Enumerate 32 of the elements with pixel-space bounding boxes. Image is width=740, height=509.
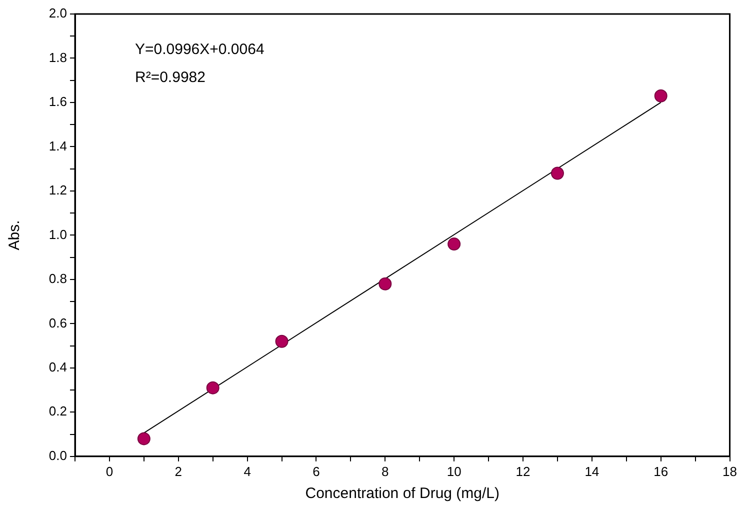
y-tick-label: 1.0 [48, 226, 67, 242]
annotation: Y=0.0996X+0.0064 [135, 41, 264, 58]
x-tick-label: 10 [446, 464, 462, 479]
y-tick-label: 0.0 [48, 448, 67, 463]
x-tick-label: 8 [382, 464, 389, 479]
point [137, 432, 150, 446]
x-tick-label: 2 [174, 464, 182, 479]
y-tick-label: 1.8 [48, 50, 67, 65]
y-tick-label: 1.4 [48, 138, 67, 154]
y-tick-label: 0.2 [48, 404, 67, 419]
y-tick-label: 0.8 [48, 271, 67, 286]
x-axis-title: Concentration of Drug (mg/L) [305, 485, 500, 502]
point [448, 238, 461, 251]
x-tick-label: 18 [722, 464, 738, 479]
x-tick-label: 12 [516, 464, 530, 479]
x-tick-label: 6 [312, 464, 320, 479]
y-tick-label: 1.6 [48, 94, 67, 110]
y-tick-label: 0.6 [48, 315, 67, 330]
x-tick-label: 4 [244, 464, 251, 479]
y-tick-label: 0.4 [48, 360, 67, 374]
y-tick-label: 1.2 [48, 182, 67, 198]
y-tick-label: 2.0 [48, 6, 67, 21]
annotation: R²=0.9982 [135, 69, 206, 86]
x-tick-label: 14 [584, 464, 600, 479]
x-tick-label: 0 [106, 464, 114, 479]
point [275, 334, 288, 348]
point [378, 277, 392, 290]
point [206, 381, 220, 394]
point [654, 89, 668, 102]
y-axis-title: Abs. [6, 220, 24, 250]
x-tick-label: 16 [654, 464, 668, 479]
point [550, 166, 564, 180]
